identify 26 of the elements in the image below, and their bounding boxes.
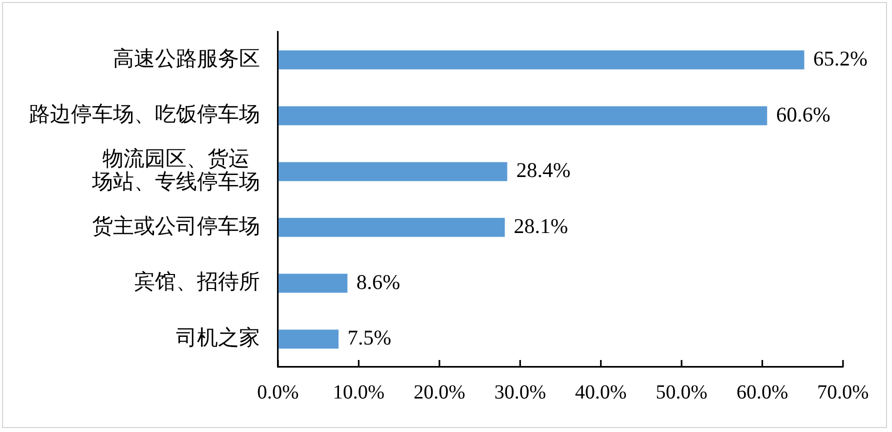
y-tick-label: 物流园区、货运场站、专线停车场	[91, 146, 260, 194]
y-tick-label: 路边停车场、吃饭停车场	[29, 102, 260, 126]
bar	[278, 106, 768, 126]
x-tick-label: 70.0%	[817, 381, 869, 404]
bar	[278, 218, 505, 237]
x-tick-label: 40.0%	[575, 381, 627, 404]
x-tick-label: 0.0%	[257, 381, 299, 404]
data-label: 28.1%	[514, 214, 568, 238]
y-tick-label: 高速公路服务区	[113, 46, 260, 70]
data-label: 7.5%	[348, 326, 392, 350]
bar	[278, 162, 508, 182]
data-label: 28.4%	[516, 158, 570, 182]
x-tick-label: 20.0%	[414, 381, 466, 404]
y-tick-label: 货主或公司停车场	[92, 214, 260, 238]
x-tick-label: 50.0%	[656, 381, 708, 404]
y-tick-label: 宾馆、招待所	[134, 270, 260, 294]
bar	[278, 50, 804, 70]
data-label: 8.6%	[356, 270, 400, 294]
data-label: 65.2%	[813, 46, 868, 70]
x-tick-label: 10.0%	[332, 381, 385, 404]
x-tick-label: 60.0%	[736, 381, 788, 404]
bar	[278, 330, 339, 349]
x-tick-label: 30.0%	[494, 381, 546, 404]
data-label: 60.6%	[776, 102, 830, 126]
bar	[278, 274, 348, 293]
y-tick-label: 司机之家	[176, 326, 260, 350]
